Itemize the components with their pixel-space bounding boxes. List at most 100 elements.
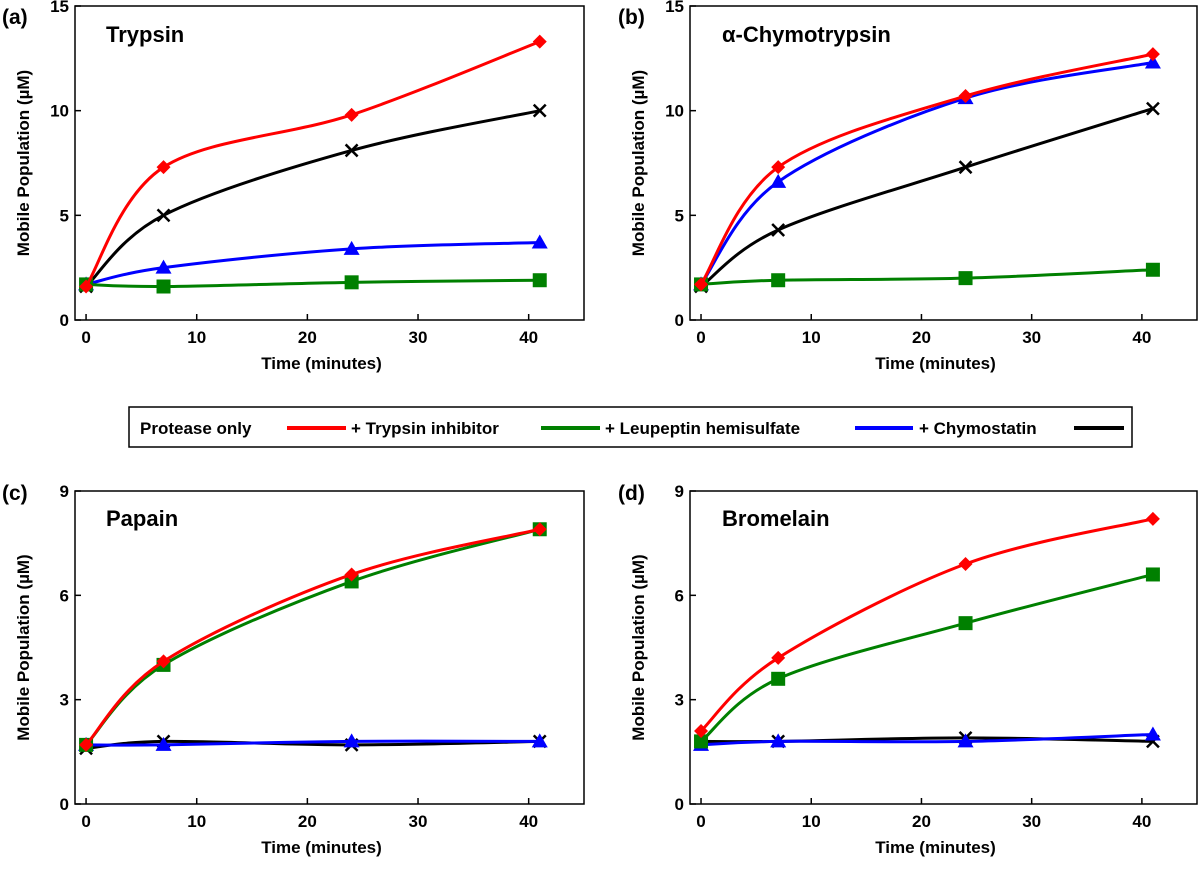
- point-a-leupeptin-hemisulfate-24: [343, 240, 360, 255]
- panel-a: 0 5 10 15 0 10 20 30 40 Time (minutes) Mobile Popu…: [2, 0, 585, 373]
- x-tick-label-d-30: 30: [1022, 812, 1041, 831]
- panel-tag-d: (d): [618, 482, 645, 505]
- y-axis-title-c: Mobile Population (µM): [14, 554, 33, 740]
- point-b-chymostatin-41-stroke-b: [1146, 101, 1160, 116]
- x-tick-label-c-40: 40: [519, 812, 538, 831]
- y-tick-label-b-15: 15: [665, 0, 684, 16]
- series-a-protease-only: [79, 34, 547, 294]
- legend-label-trypsin-inhibitor: + Trypsin inhibitor: [351, 419, 499, 438]
- legend-label-protease-only: Protease only: [140, 419, 252, 438]
- series-line-b-protease-only: [699, 52, 1154, 286]
- x-tick-label-b-40: 40: [1132, 328, 1151, 347]
- panel-b: 0 5 10 15 0 10 20 30 40 Time (minutes) Mobile Popu…: [618, 0, 1198, 373]
- x-axis-title-b: Time (minutes): [875, 354, 996, 373]
- point-a-chymostatin-24-stroke-b: [344, 143, 359, 158]
- point-c-protease-only-24: [344, 567, 359, 582]
- legend-label-chymostatin: + Chymostatin: [919, 419, 1037, 438]
- x-tick-label-d-10: 10: [802, 812, 821, 831]
- y-tick-label-b-0: 0: [675, 311, 684, 330]
- series-line-c-protease-only: [84, 527, 541, 746]
- series-b-protease-only: [694, 47, 1160, 292]
- point-d-leupeptin-hemisulfate-7: [770, 733, 787, 748]
- point-a-trypsin-inhibitor-7: [156, 279, 171, 294]
- point-d-protease-only-41: [1145, 511, 1160, 526]
- x-tick-label-c-10: 10: [187, 812, 206, 831]
- series-line-a-protease-only: [84, 40, 541, 288]
- point-c-leupeptin-hemisulfate-41: [531, 733, 548, 748]
- panel-c: 0 3 6 9 0 10 20 30 40 Time (minutes) Mobile Popula…: [2, 482, 585, 857]
- series-line-b-chymostatin: [700, 107, 1154, 288]
- point-d-protease-only-24: [958, 557, 973, 572]
- y-tick-label-a-10: 10: [50, 102, 69, 121]
- point-d-trypsin-inhibitor-24: [958, 616, 973, 631]
- y-tick-label-b-5: 5: [675, 206, 684, 225]
- series-line-d-trypsin-inhibitor: [700, 573, 1154, 743]
- y-tick-label-b-10: 10: [665, 102, 684, 121]
- y-tick-label-c-9: 9: [60, 482, 69, 501]
- y-tick-label-a-0: 0: [60, 311, 69, 330]
- point-a-leupeptin-hemisulfate-7: [155, 259, 172, 274]
- point-b-trypsin-inhibitor-7: [771, 273, 786, 288]
- y-tick-label-c-6: 6: [60, 586, 69, 605]
- point-b-protease-only-0: [694, 277, 709, 292]
- point-b-chymostatin-24-stroke-b: [958, 160, 973, 175]
- panel-title-c: Papain: [106, 506, 178, 531]
- x-tick-label-b-0: 0: [696, 328, 705, 347]
- y-axis-title-b: Mobile Population (µM): [629, 70, 648, 256]
- x-tick-label-c-20: 20: [298, 812, 317, 831]
- point-b-chymostatin-24: [958, 160, 973, 175]
- point-b-protease-only-24: [958, 89, 973, 104]
- point-a-chymostatin-24: [344, 143, 359, 158]
- y-tick-label-d-6: 6: [675, 586, 684, 605]
- panel-title-d: Bromelain: [722, 506, 830, 531]
- point-b-leupeptin-hemisulfate-41: [1144, 54, 1161, 69]
- panel-title-a: Trypsin: [106, 22, 184, 47]
- legend: Protease only + Trypsin inhibitor + Leupep…: [128, 406, 1133, 448]
- x-tick-label-a-10: 10: [187, 328, 206, 347]
- point-b-chymostatin-41: [1146, 101, 1160, 116]
- series-line-a-chymostatin: [85, 109, 541, 288]
- point-b-chymostatin-7: [771, 223, 786, 237]
- point-a-protease-only-41: [532, 34, 547, 49]
- y-tick-label-d-3: 3: [675, 691, 684, 710]
- point-b-trypsin-inhibitor-41: [1145, 262, 1160, 277]
- point-c-protease-only-41: [532, 522, 547, 537]
- point-c-leupeptin-hemisulfate-7: [155, 736, 172, 751]
- point-a-chymostatin-41: [532, 103, 547, 118]
- y-axis-title-d: Mobile Population (µM): [629, 554, 648, 740]
- point-b-protease-only-7: [771, 160, 786, 175]
- panel-tag-a: (a): [2, 6, 28, 29]
- series-line-a-leupeptin-hemisulfate: [85, 241, 540, 286]
- point-c-protease-only-0: [79, 737, 94, 752]
- series-d-trypsin-inhibitor: [694, 567, 1160, 749]
- point-d-protease-only-0: [694, 723, 709, 738]
- y-tick-label-a-15: 15: [50, 0, 69, 16]
- series-line-a-trypsin-inhibitor: [86, 278, 540, 289]
- point-c-leupeptin-hemisulfate-24: [343, 733, 360, 748]
- x-tick-label-b-30: 30: [1022, 328, 1041, 347]
- x-axis-title-c: Time (minutes): [261, 838, 382, 857]
- series-line-c-leupeptin-hemisulfate: [86, 739, 540, 747]
- x-tick-label-a-30: 30: [409, 328, 428, 347]
- point-c-protease-only-7: [156, 654, 171, 669]
- series-d-protease-only: [694, 511, 1160, 738]
- x-axis-title-a: Time (minutes): [261, 354, 382, 373]
- y-tick-label-d-0: 0: [675, 795, 684, 814]
- series-c-protease-only: [79, 522, 547, 752]
- point-d-leupeptin-hemisulfate-24: [957, 733, 974, 748]
- x-tick-label-d-40: 40: [1132, 812, 1151, 831]
- series-line-b-trypsin-inhibitor: [700, 268, 1153, 286]
- x-tick-label-b-10: 10: [802, 328, 821, 347]
- x-tick-label-d-20: 20: [912, 812, 931, 831]
- legend-label-leupeptin-hemisulfate: + Leupeptin hemisulfate: [605, 419, 800, 438]
- panel-tag-b: (b): [618, 6, 645, 29]
- point-a-protease-only-7: [156, 160, 171, 175]
- point-b-chymostatin-7-stroke-b: [771, 223, 786, 237]
- x-tick-label-a-0: 0: [81, 328, 90, 347]
- point-a-chymostatin-41-stroke-b: [532, 103, 547, 118]
- plot-frame-d: [689, 490, 1198, 805]
- point-a-protease-only-0: [79, 279, 94, 294]
- panel-title-b: α-Chymotrypsin: [722, 22, 891, 47]
